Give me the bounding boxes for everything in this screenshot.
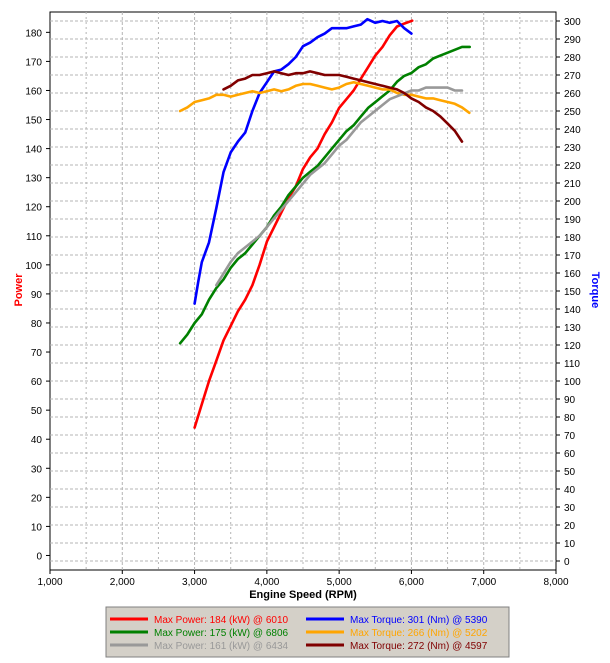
- y-axis-title: Power: [13, 273, 25, 307]
- y2-tick-label: 200: [564, 197, 581, 208]
- y-tick-label: 10: [31, 522, 43, 533]
- y2-tick-label: 180: [564, 233, 581, 244]
- y2-tick-label: 300: [564, 17, 581, 28]
- y2-tick-label: 30: [564, 503, 576, 514]
- y-tick-label: 20: [31, 493, 43, 504]
- x-tick-label: 1,000: [37, 577, 62, 588]
- series-line-1: [193, 19, 414, 429]
- series-line-2: [193, 17, 413, 305]
- y2-tick-label: 230: [564, 143, 581, 154]
- series-line-6: [222, 70, 464, 143]
- y2-tick-label: 70: [564, 431, 576, 442]
- y2-tick-label: 60: [564, 449, 576, 460]
- y2-axis-ticks: 0 10 20 30 40 50 60 70 80 90 100 110 120 130 140 150 160…: [556, 17, 581, 568]
- y2-tick-label: 160: [564, 269, 581, 280]
- y2-tick-label: 190: [564, 215, 581, 226]
- y-axis-ticks: 0 10 20 30 40 50 60 70 80 90 100 110 120 130 140 150 160…: [25, 28, 50, 562]
- y2-tick-label: 50: [564, 467, 576, 478]
- y2-tick-label: 90: [564, 395, 576, 406]
- y-tick-label: 60: [31, 377, 43, 388]
- y-tick-label: 110: [26, 232, 42, 243]
- y2-tick-label: 140: [564, 305, 581, 316]
- y-tick-label: 90: [31, 290, 43, 301]
- x-tick-label: 8,000: [543, 577, 568, 588]
- y-tick-label: 100: [25, 261, 42, 272]
- x-tick-label: 6,000: [399, 577, 424, 588]
- y-tick-label: 140: [25, 145, 42, 156]
- y-tick-label: 170: [25, 57, 42, 68]
- y2-tick-label: 150: [564, 287, 581, 298]
- y2-tick-label: 240: [564, 125, 581, 136]
- y-tick-label: 30: [31, 464, 43, 475]
- grid-lines: [50, 12, 556, 570]
- y2-tick-label: 0: [564, 557, 570, 568]
- y2-axis-title: Torque: [589, 272, 601, 308]
- y2-tick-label: 130: [564, 323, 581, 334]
- y2-tick-label: 120: [564, 341, 581, 352]
- legend-label: Max Torque: 301 (Nm) @ 5390: [350, 615, 488, 626]
- x-tick-label: 5,000: [327, 577, 352, 588]
- y2-tick-label: 170: [564, 251, 581, 262]
- series-lines: [178, 17, 472, 429]
- y2-tick-label: 270: [564, 71, 581, 82]
- y-tick-label: 150: [25, 116, 42, 127]
- y2-tick-label: 40: [564, 485, 576, 496]
- legend-label: Max Torque: 272 (Nm) @ 4597: [350, 641, 488, 652]
- x-tick-label: 3,000: [182, 577, 207, 588]
- y2-tick-label: 110: [564, 359, 580, 370]
- legend-label: Max Power: 184 (kW) @ 6010: [154, 615, 289, 626]
- y-tick-label: 180: [25, 28, 42, 39]
- series-line-5: [215, 86, 464, 287]
- y-tick-label: 40: [31, 435, 43, 446]
- legend-label: Max Torque: 266 (Nm) @ 5202: [350, 628, 488, 639]
- legend: Max Power: 184 (kW) @ 6010 Max Torque: 30…: [105, 606, 510, 658]
- y-tick-label: 160: [25, 86, 42, 97]
- y-tick-label: 130: [25, 174, 42, 185]
- x-tick-label: 4,000: [254, 577, 279, 588]
- x-axis-ticks: 1,000 2,000 3,000 4,000 5,000 6,000 7,000 8,000: [37, 570, 569, 588]
- y-tick-label: 80: [31, 319, 43, 330]
- legend-label: Max Power: 161 (kW) @ 6434: [154, 641, 289, 652]
- y-tick-label: 70: [31, 348, 43, 359]
- y2-tick-label: 220: [564, 161, 581, 172]
- y2-tick-label: 260: [564, 89, 581, 100]
- x-tick-label: 7,000: [471, 577, 496, 588]
- y2-tick-label: 280: [564, 53, 581, 64]
- series-line-4: [178, 80, 471, 115]
- series-line-3: [178, 45, 472, 345]
- x-axis-title: Engine Speed (RPM): [249, 589, 357, 601]
- legend-label: Max Power: 175 (kW) @ 6806: [154, 628, 289, 639]
- y2-tick-label: 10: [564, 539, 576, 550]
- y2-tick-label: 290: [564, 35, 581, 46]
- y-tick-label: 50: [31, 406, 43, 417]
- y-tick-label: 120: [25, 203, 42, 214]
- y2-tick-label: 20: [564, 521, 576, 532]
- y2-tick-label: 80: [564, 413, 576, 424]
- y-tick-label: 0: [36, 551, 42, 562]
- y2-tick-label: 250: [564, 107, 581, 118]
- y2-tick-label: 100: [564, 377, 581, 388]
- x-tick-label: 2,000: [110, 577, 135, 588]
- y2-tick-label: 210: [564, 179, 581, 190]
